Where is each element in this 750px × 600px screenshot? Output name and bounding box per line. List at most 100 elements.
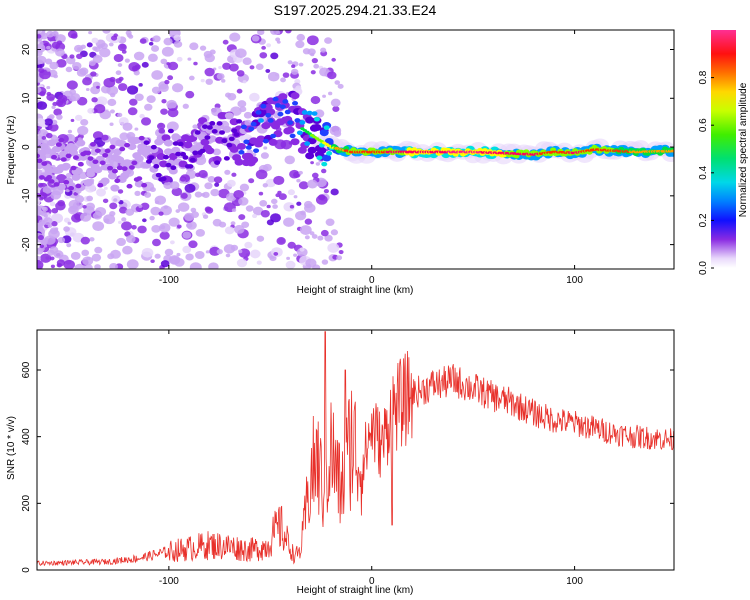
- spectrogram-ridge-mid: [299, 120, 306, 125]
- spectrogram-noise-blob: [160, 260, 170, 268]
- spectrogram-ridge-mid: [245, 145, 252, 150]
- spectrogram-ridge-mid: [163, 154, 170, 160]
- spectrogram-noise-blob: [103, 77, 116, 88]
- spectrogram-ridge-mid: [124, 142, 131, 148]
- spectrogram-noise-blob: [146, 95, 156, 104]
- spectrogram-ridge-outer: [268, 138, 278, 146]
- spectrogram-ridge-outer: [151, 158, 161, 166]
- spectrogram-noise-blob: [182, 245, 192, 254]
- spectrogram-noise-blob: [113, 53, 124, 63]
- spectrogram-ridge-outer: [163, 139, 173, 147]
- spectrogram-noise-blob: [239, 183, 250, 192]
- spectrogram-ridge-outer: [222, 125, 232, 133]
- spectrogram-noise-blob: [282, 72, 290, 78]
- spectrogram-noise-blob: [147, 53, 158, 62]
- spectrogram-ridge-mid: [282, 99, 289, 104]
- spectrogram-ridge-mid: [211, 129, 218, 134]
- spectrogram-noise-blob: [80, 236, 90, 245]
- spectrogram-noise-blob: [51, 207, 59, 214]
- spectrogram-noise-blob: [171, 187, 183, 197]
- spectrogram-ridge-mid: [267, 118, 274, 123]
- spectrogram-noise-blob: [141, 61, 149, 68]
- spectrogram-noise-blob: [116, 237, 126, 247]
- spectrogram-ridge-mid: [155, 172, 162, 178]
- spectrogram-noise-blob: [103, 214, 116, 225]
- spectrogram-noise-blob: [118, 220, 122, 224]
- spectrogram-noise-blob: [99, 47, 111, 58]
- spectrogram-noise-blob: [259, 200, 268, 207]
- spectrogram-noise-blob: [216, 249, 223, 255]
- spectrogram-noise-blob: [90, 71, 97, 77]
- spectrogram-noise-blob: [65, 172, 72, 178]
- spectrogram-noise-blob: [79, 67, 89, 76]
- spectrogram-noise-blob: [273, 251, 279, 256]
- spectrogram-noise-blob: [65, 188, 70, 193]
- spectrogram-noise-blob: [151, 70, 164, 80]
- spectrogram-ridge-mid: [160, 176, 167, 182]
- colorbar-gradient: [711, 30, 736, 268]
- spectrogram-ridge-mid: [343, 146, 350, 151]
- spectrogram-ridge-mid: [104, 148, 111, 154]
- spectrogram-ridge-outer: [61, 162, 71, 170]
- spectrogram-noise-blob: [331, 57, 336, 62]
- spectrogram-noise-blob: [223, 244, 236, 254]
- chart-title: S197.2025.294.21.33.E24: [274, 2, 437, 18]
- spectrogram-noise-blob: [46, 85, 51, 90]
- spectrogram-noise-blob: [154, 253, 161, 259]
- spectrogram-noise-blob: [121, 221, 132, 231]
- spectrogram-ridge-mid: [65, 153, 72, 159]
- spectrogram-noise-blob: [70, 118, 75, 122]
- spectrogram-noise-blob: [169, 181, 180, 190]
- spectrogram-noise-blob: [242, 57, 252, 66]
- spectrogram-noise-blob: [45, 132, 53, 139]
- spectrogram-noise-blob: [109, 262, 118, 269]
- spectrogram-ridge-mid: [53, 182, 60, 187]
- spectrogram-ridge-mid: [294, 118, 301, 123]
- spectrogram-noise-blob: [117, 112, 123, 118]
- spectrogram-noise-blob: [320, 47, 327, 53]
- spectrogram-noise-blob: [55, 201, 66, 211]
- spectrogram-ridge-mid: [68, 185, 75, 191]
- spectrogram-noise-blob: [151, 224, 161, 233]
- spectrogram-ridge-mid: [304, 141, 311, 146]
- spectrogram-noise-blob: [244, 241, 253, 249]
- spectrogram-noise-blob: [37, 34, 42, 39]
- spectrogram-ridge-mid: [138, 135, 145, 141]
- spectrogram-noise-blob: [164, 79, 170, 85]
- snr-y-tick-label: 200: [21, 495, 32, 512]
- spectrogram-noise-blob: [204, 206, 212, 213]
- spectrogram-noise-blob: [237, 100, 247, 108]
- spectrogram-ridge-mid: [75, 183, 82, 189]
- spectrogram-ridge-mid: [102, 152, 109, 158]
- spectrogram-noise-blob: [270, 213, 282, 223]
- spectrogram-ridge-mid: [265, 112, 272, 118]
- spectrogram-ridge-mid: [209, 121, 216, 126]
- spectrogram-ridge-mid: [150, 144, 157, 150]
- spectrogram-ridge-mid: [260, 103, 267, 109]
- spectrogram-noise-blob: [37, 198, 41, 205]
- spectrogram-noise-blob: [109, 202, 118, 210]
- spectrogram-noise-blob: [205, 250, 210, 254]
- spectrogram-noise-blob: [93, 46, 101, 52]
- spectrogram-noise-blob: [287, 241, 296, 249]
- spectrogram-noise-blob: [77, 96, 88, 106]
- spectrogram-noise-blob: [272, 204, 278, 209]
- spectrogram-noise-blob: [238, 214, 246, 221]
- spectrogram-ridge-outer: [39, 142, 49, 150]
- spectrogram-noise-blob: [161, 99, 167, 104]
- spectrogram-noise-blob: [138, 83, 143, 87]
- spectrogram-noise-blob: [43, 217, 53, 226]
- spectrogram-noise-blob: [66, 243, 72, 248]
- spectrogram-noise-blob: [213, 176, 223, 184]
- spectrogram-noise-blob: [328, 91, 333, 96]
- spectrogram-noise-blob: [263, 163, 272, 172]
- spectrogram-ridge-mid: [523, 149, 530, 154]
- spectrogram-noise-blob: [189, 42, 199, 51]
- spectrogram-noise-blob: [325, 218, 335, 226]
- spectrogram-ridge-mid: [46, 175, 53, 180]
- spectrogram-noise-blob: [166, 62, 171, 66]
- spectrogram-noise-blob: [283, 202, 295, 212]
- spectrogram-noise-blob: [144, 191, 152, 198]
- spectrogram-noise-blob: [260, 209, 270, 218]
- spectrogram-noise-blob: [139, 38, 147, 44]
